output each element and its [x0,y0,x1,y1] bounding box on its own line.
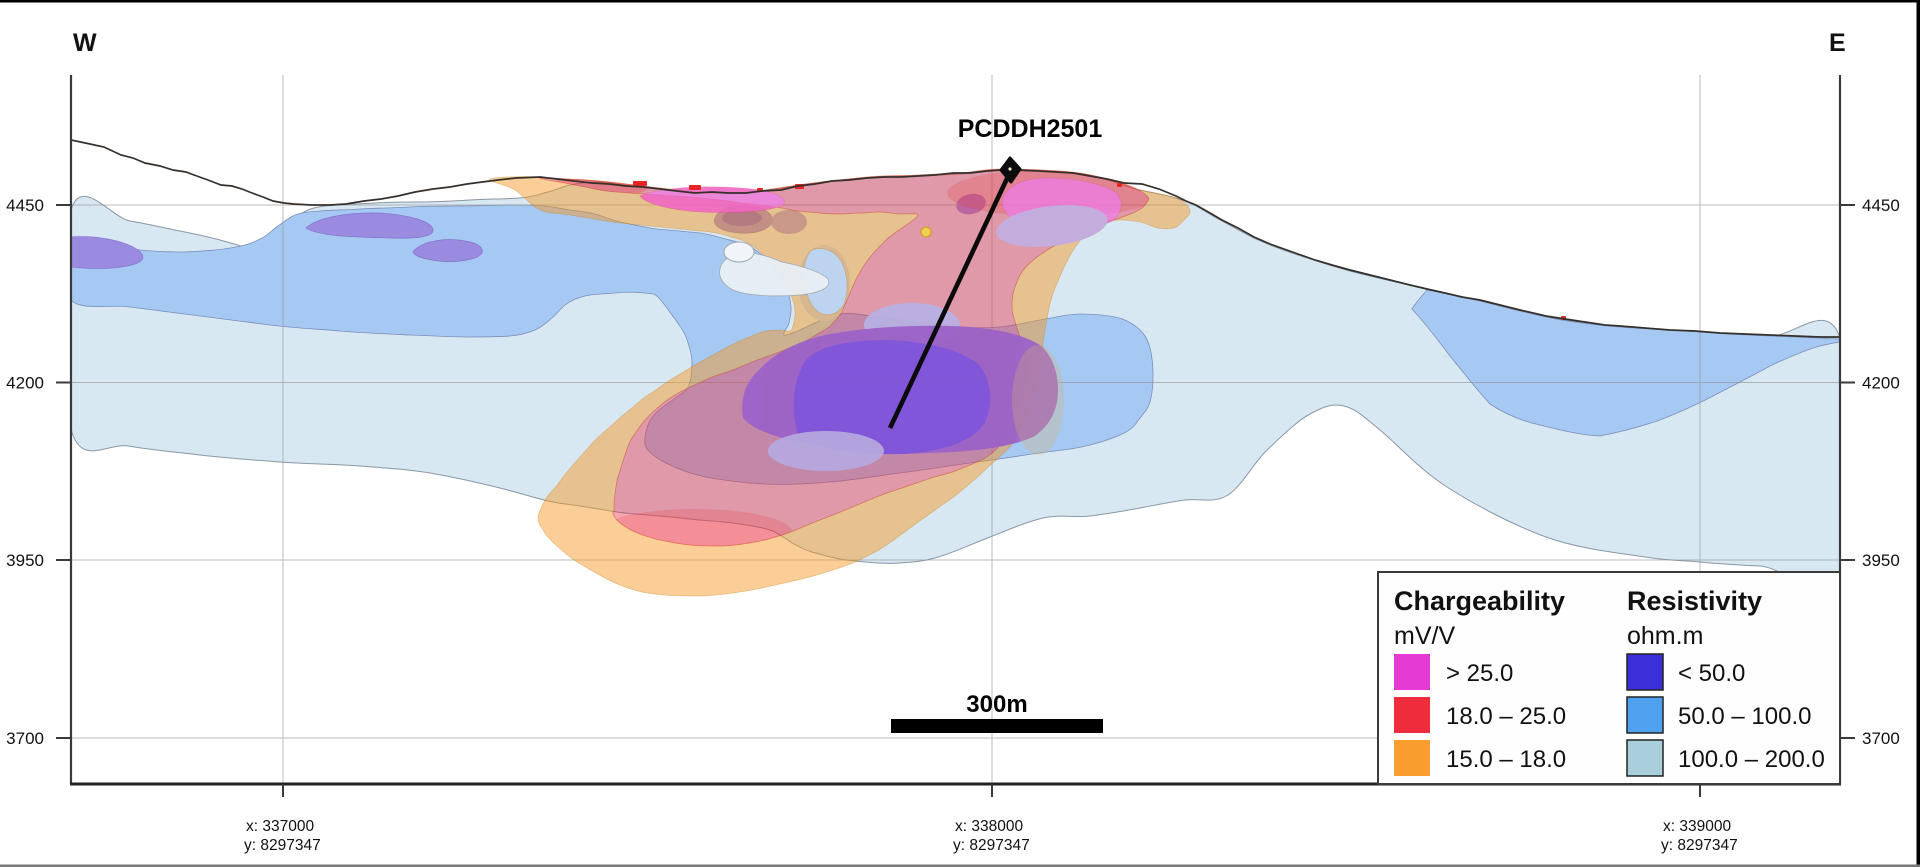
svg-text:3700: 3700 [6,729,44,748]
svg-text:E: E [1829,29,1846,57]
svg-text:50.0 – 100.0: 50.0 – 100.0 [1678,703,1811,730]
svg-text:Chargeability: Chargeability [1394,586,1565,616]
svg-text:x: 338000: x: 338000 [955,818,1023,835]
svg-text:< 50.0: < 50.0 [1678,660,1745,687]
svg-text:W: W [73,29,97,57]
svg-text:18.0 – 25.0: 18.0 – 25.0 [1446,703,1566,730]
svg-text:y: 8297347: y: 8297347 [1661,837,1738,854]
svg-text:Resistivity: Resistivity [1627,586,1762,616]
svg-text:y: 8297347: y: 8297347 [244,837,321,854]
svg-text:x: 337000: x: 337000 [246,818,314,835]
svg-text:4200: 4200 [1862,374,1900,393]
svg-text:15.0 – 18.0: 15.0 – 18.0 [1446,746,1566,773]
svg-text:4450: 4450 [6,196,44,215]
svg-text:y: 8297347: y: 8297347 [953,837,1030,854]
svg-text:3700: 3700 [1862,729,1900,748]
svg-text:> 25.0: > 25.0 [1446,660,1513,687]
svg-text:4200: 4200 [6,374,44,393]
svg-text:4450: 4450 [1862,196,1900,215]
svg-text:mV/V: mV/V [1394,622,1455,650]
svg-text:PCDDH2501: PCDDH2501 [958,115,1103,143]
svg-text:ohm.m: ohm.m [1627,622,1703,650]
svg-text:3950: 3950 [6,551,44,570]
svg-text:x: 339000: x: 339000 [1663,818,1731,835]
svg-text:300m: 300m [966,691,1027,718]
svg-text:100.0 – 200.0: 100.0 – 200.0 [1678,746,1825,773]
svg-text:3950: 3950 [1862,551,1900,570]
